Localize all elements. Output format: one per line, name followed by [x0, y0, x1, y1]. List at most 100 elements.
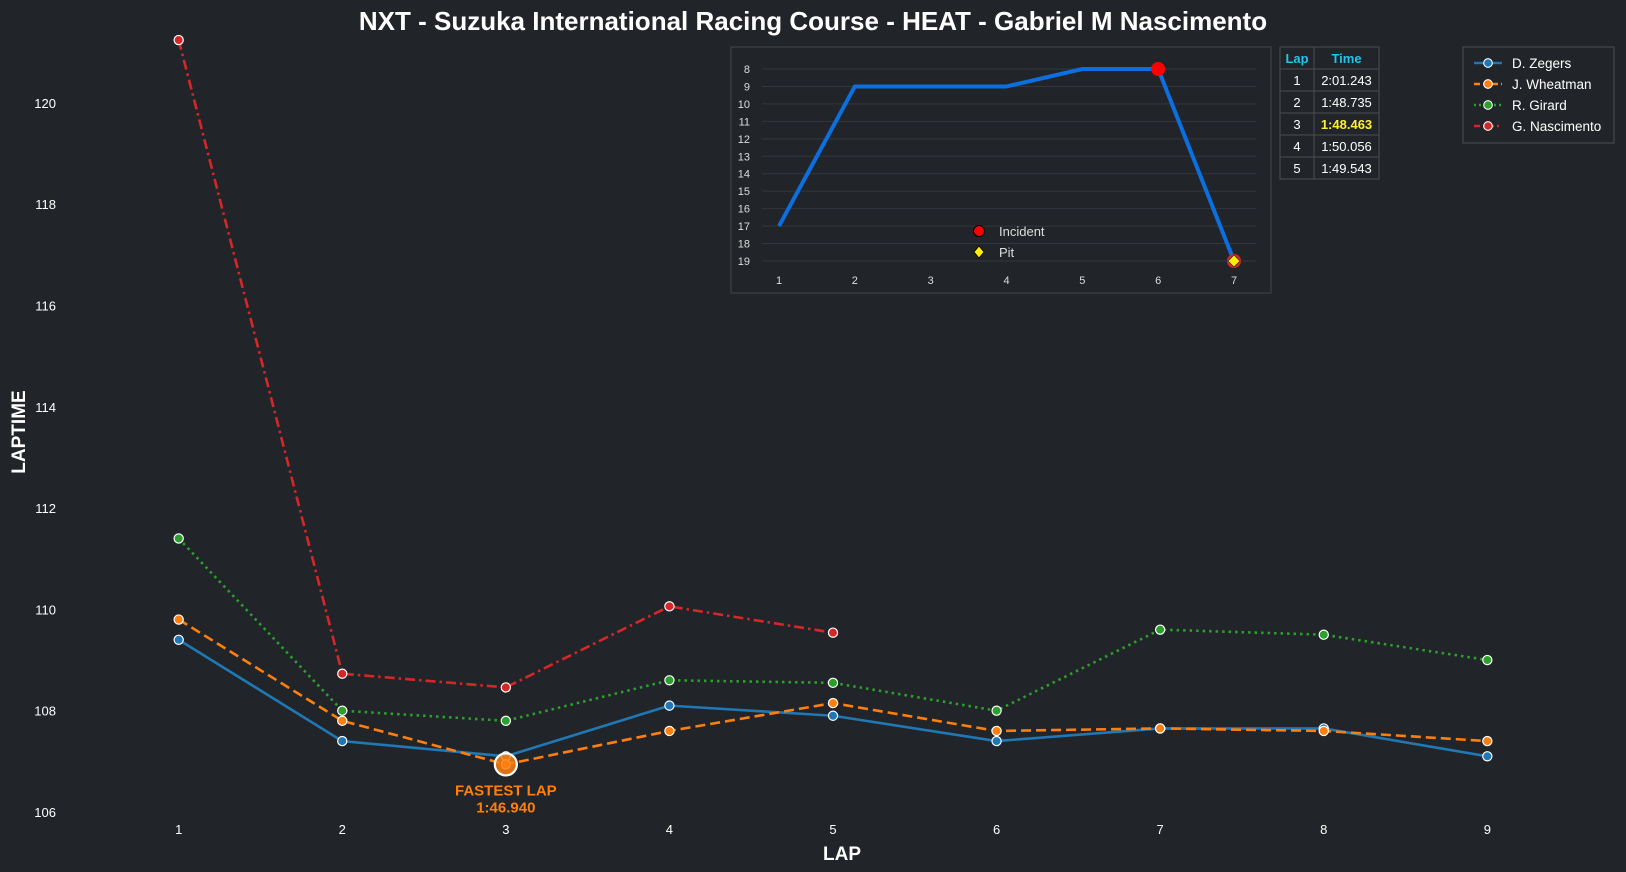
inset-pit-marker	[1227, 254, 1241, 268]
y-tick-label: 120	[34, 96, 56, 111]
y-tick-label: 112	[35, 501, 56, 516]
series-point-j-wheatman	[173, 614, 184, 625]
inset-y-tick-label: 19	[738, 256, 750, 268]
inset-legend-pit-label: Pit	[999, 245, 1015, 260]
x-tick-label: 2	[339, 822, 346, 837]
lap-table-cell-time: 1:48.735	[1321, 95, 1372, 110]
inset-x-tick-label: 1	[776, 275, 782, 287]
inset-y-tick-label: 14	[738, 169, 750, 181]
legend-marker-j-wheatman	[1483, 79, 1493, 89]
series-point-r-girard	[991, 705, 1002, 716]
series-point-g-nascimento	[827, 627, 839, 638]
inset-y-tick-label: 17	[738, 221, 750, 233]
series-point-d-zegers	[337, 735, 348, 747]
inset-legend-incident-icon	[973, 225, 985, 237]
lap-table-cell-time: 1:50.056	[1321, 139, 1372, 154]
x-tick-label: 6	[993, 822, 1000, 837]
series-point-r-girard	[173, 533, 184, 544]
fastest-lap-time: 1:46.940	[476, 799, 535, 816]
legend-label-g-nascimento: G. Nascimento	[1512, 119, 1601, 134]
y-tick-label: 118	[35, 197, 56, 212]
series-point-r-girard	[1482, 654, 1493, 666]
lap-table-cell-best-time: 1:48.463	[1321, 117, 1372, 132]
main-series-group	[173, 34, 1493, 770]
x-tick-label: 1	[175, 822, 182, 837]
series-point-r-girard	[664, 675, 675, 686]
fastest-lap-marker	[493, 752, 518, 777]
legend: D. Zegers J. Wheatman R. Girard G. Nascimen…	[1462, 46, 1615, 144]
x-axis-label: LAP	[823, 844, 861, 865]
y-tick-label: 116	[35, 298, 56, 313]
x-tick-label: 7	[1157, 822, 1164, 837]
inset-x-tick-label: 6	[1155, 275, 1161, 287]
lap-table-header-lap: Lap	[1285, 51, 1308, 66]
lap-table-header-time: Time	[1331, 51, 1361, 66]
inset-x-tick-label: 4	[1003, 275, 1009, 287]
inset-legend-pit-icon	[973, 245, 985, 259]
series-point-r-girard	[1154, 624, 1166, 635]
x-tick-label: 8	[1320, 822, 1327, 837]
series-point-d-zegers	[173, 634, 184, 645]
inset-y-tick-label: 13	[738, 151, 750, 163]
series-point-r-girard	[337, 705, 348, 716]
legend-marker-d-zegers	[1483, 58, 1493, 68]
inset-y-tick-label: 10	[738, 99, 750, 111]
series-point-g-nascimento	[500, 682, 512, 693]
lap-table-cell-lap: 5	[1293, 161, 1300, 176]
series-point-r-girard	[1318, 629, 1329, 640]
lap-table-cell-time: 2:01.243	[1321, 73, 1372, 88]
legend-label-j-wheatman: J. Wheatman	[1512, 77, 1592, 92]
series-point-d-zegers	[991, 735, 1002, 747]
series-line-r-girard	[177, 537, 1488, 723]
lap-table-cell-lap: 1	[1293, 73, 1300, 88]
inset-x-tick-label: 5	[1079, 275, 1085, 287]
inset-y-tick-label: 16	[738, 204, 750, 216]
legend-label-d-zegers: D. Zegers	[1512, 56, 1572, 71]
lap-table-cell-lap: 2	[1293, 95, 1300, 110]
inset-y-tick-label: 15	[738, 186, 750, 198]
series-point-g-nascimento	[337, 668, 348, 679]
series-point-d-zegers	[827, 710, 839, 721]
inset-x-tick-label: 3	[928, 275, 934, 287]
series-point-g-nascimento	[664, 601, 675, 612]
x-tick-label: 9	[1484, 822, 1491, 837]
series-point-j-wheatman	[664, 725, 675, 737]
series-point-j-wheatman	[991, 725, 1002, 737]
inset-y-tick-label: 8	[744, 64, 750, 76]
fastest-lap-label: FASTEST LAP	[455, 782, 557, 799]
x-tick-label: 3	[502, 822, 509, 837]
legend-marker-r-girard	[1483, 100, 1493, 110]
series-point-j-wheatman	[1318, 725, 1329, 737]
series-point-j-wheatman	[1154, 723, 1166, 734]
legend-label-r-girard: R. Girard	[1512, 98, 1567, 113]
series-point-d-zegers	[1482, 751, 1493, 762]
series-point-r-girard	[827, 677, 839, 689]
series-point-r-girard	[500, 715, 512, 727]
legend-marker-g-nascimento	[1483, 121, 1493, 131]
series-line-j-wheatman	[177, 618, 1488, 766]
y-tick-label: 106	[34, 805, 56, 820]
y-axis-label: LAPTIME	[9, 390, 30, 473]
inset-x-tick-label: 7	[1231, 275, 1237, 287]
lap-table-cell-time: 1:49.543	[1321, 161, 1372, 176]
y-tick-label: 114	[35, 400, 56, 415]
series-point-d-zegers	[664, 700, 675, 711]
series-point-j-wheatman	[337, 715, 348, 727]
inset-incident-marker	[1151, 62, 1166, 76]
series-line-g-nascimento	[177, 39, 834, 689]
chart-title: NXT - Suzuka International Racing Course…	[359, 6, 1267, 36]
x-tick-label: 4	[666, 822, 673, 837]
inset-x-tick-label: 2	[852, 275, 858, 287]
lap-table-cell-lap: 3	[1293, 117, 1300, 132]
inset-y-tick-label: 11	[739, 116, 750, 128]
lap-table-cell-lap: 4	[1293, 139, 1300, 154]
y-tick-label: 108	[34, 704, 56, 719]
inset-y-tick-label: 18	[738, 239, 750, 251]
inset-y-tick-label: 12	[738, 134, 750, 146]
lap-table: Lap Time 1 2:01.243 2 1:48.735 3 1:48.463 4 1:50.…	[1279, 46, 1380, 180]
series-point-j-wheatman	[1482, 735, 1493, 747]
